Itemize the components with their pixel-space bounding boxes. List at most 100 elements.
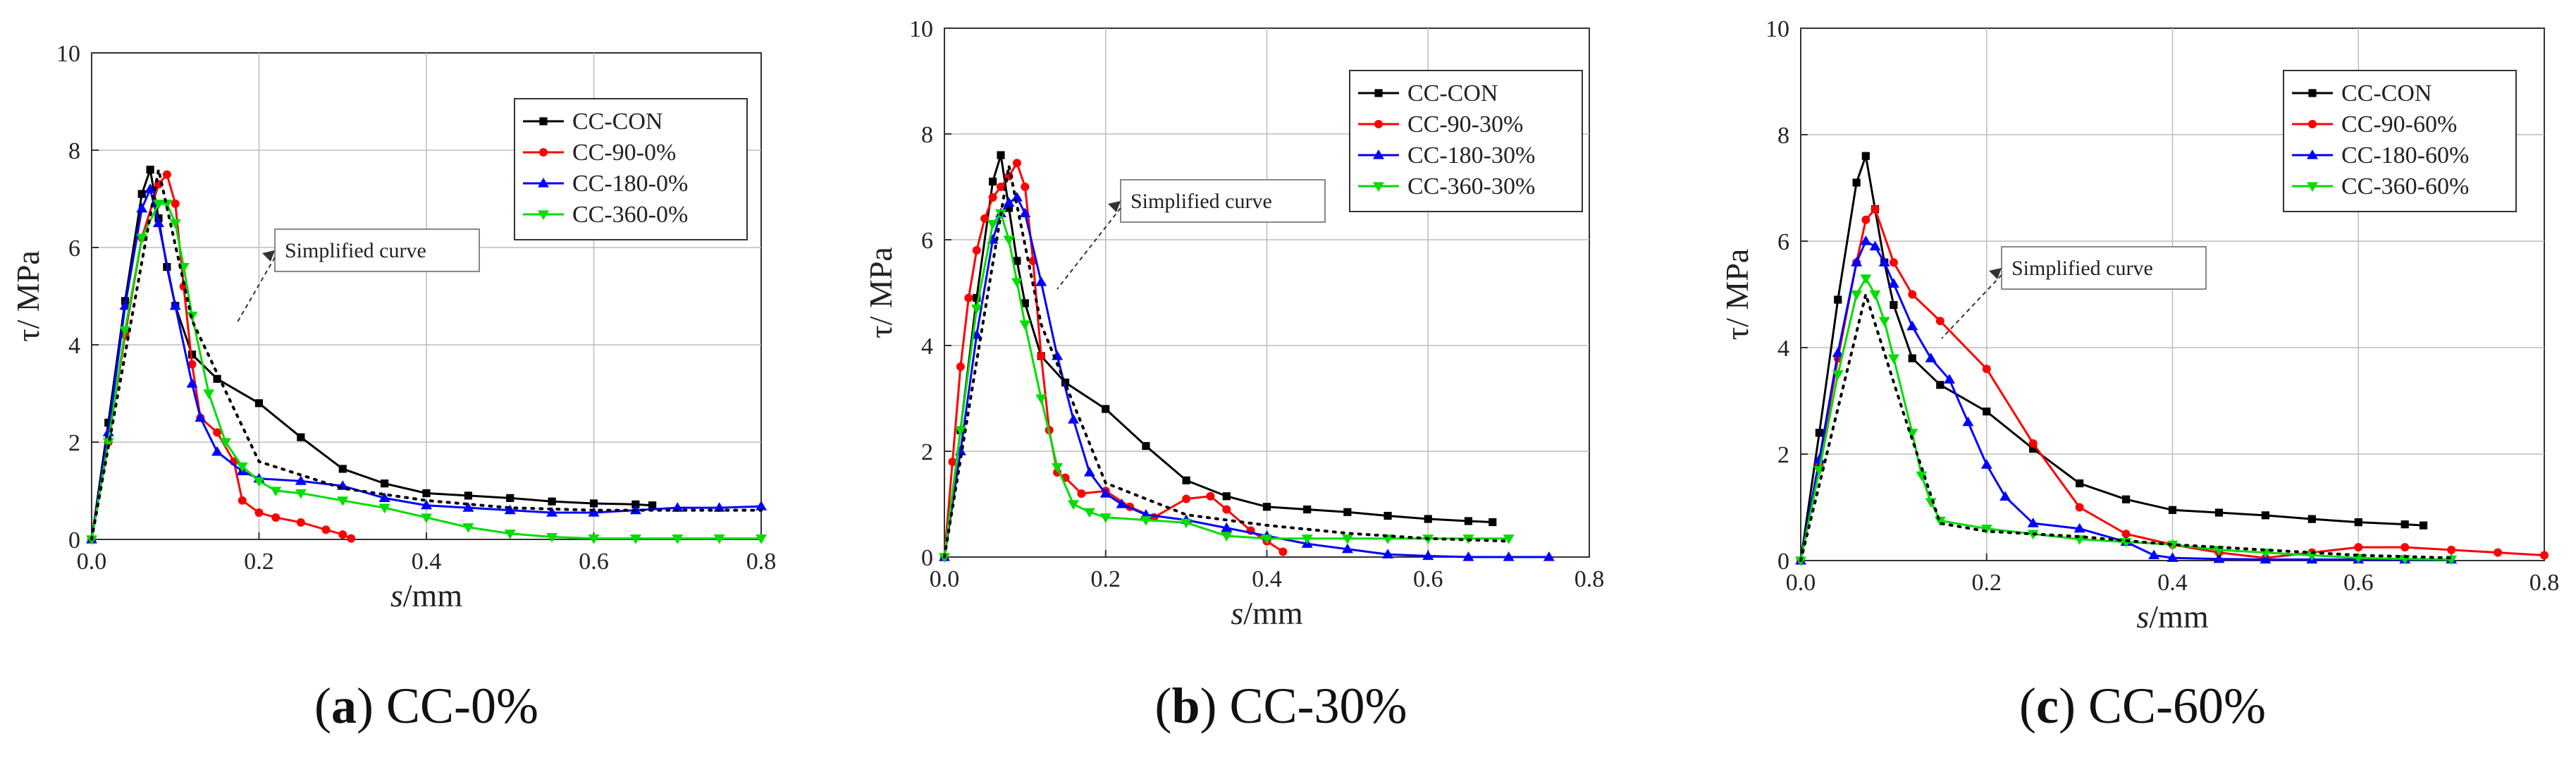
annotation-arrow-c	[1941, 274, 2002, 339]
legend-b: CC-CON CC-90-30% CC-180-30% CC-360-30%	[1349, 70, 1583, 212]
y-tick-label-a: 10	[56, 41, 80, 67]
data-point-b-3	[1301, 534, 1313, 544]
data-point-a-1	[213, 428, 222, 437]
data-point-a-3	[546, 532, 558, 543]
legend-marker-c-0	[2308, 89, 2317, 97]
data-point-b-3	[1068, 500, 1079, 510]
data-point-c-1	[2028, 439, 2038, 448]
data-point-a-3	[153, 200, 164, 209]
data-point-a-0	[464, 491, 472, 500]
data-point-a-0	[338, 465, 347, 473]
data-point-a-0	[146, 166, 154, 174]
data-point-a-1	[254, 508, 264, 518]
panel-c: 0.0 0.2 0.4 0.6 0.8 0 2 4 6 8 10 s/mm τ/ MPa CC-CON CC…	[1709, 0, 2576, 758]
data-point-a-3	[629, 534, 641, 544]
data-point-a-1	[296, 518, 305, 527]
x-tick-label-a: 0.6	[579, 549, 609, 575]
data-point-b-1	[1021, 183, 1030, 191]
data-point-a-3	[236, 462, 248, 472]
data-point-b-2	[1382, 549, 1394, 558]
data-point-c-3	[1980, 525, 1992, 534]
y-tick-label-a: 0	[68, 527, 80, 554]
legend-label-b-1: CC-90-30%	[1407, 111, 1523, 137]
y-tick-label-b: 2	[921, 439, 933, 465]
data-point-b-1	[1206, 491, 1215, 501]
data-point-b-1	[964, 293, 973, 302]
data-point-a-2	[211, 446, 223, 456]
data-point-a-3	[253, 477, 265, 487]
legend-marker-b-3	[1373, 182, 1384, 192]
annotation-b: Simplified curve	[1056, 179, 1326, 290]
data-point-b-1	[1012, 159, 1021, 168]
data-point-c-0	[1815, 429, 1823, 437]
annotation-arrowhead-b	[1108, 201, 1121, 212]
annotation-arrow-b	[1056, 207, 1121, 290]
data-point-a-0	[422, 489, 431, 498]
y-tick-label-a: 4	[68, 333, 80, 359]
caption-label-b: b	[1171, 678, 1200, 734]
data-point-c-1	[2447, 545, 2456, 554]
data-point-a-0	[254, 399, 264, 408]
data-point-a-0	[648, 501, 657, 510]
data-point-c-0	[1834, 295, 1842, 304]
annotation-arrow-a	[235, 257, 276, 325]
caption-b: (b) CC-30%	[1154, 678, 1407, 734]
data-point-b-0	[1061, 378, 1070, 387]
data-point-c-2	[1906, 320, 1918, 331]
data-point-c-1	[1861, 215, 1871, 224]
legend-marker-a-2	[538, 178, 549, 188]
series-a-4	[90, 169, 763, 541]
data-point-c-0	[2076, 479, 2084, 488]
data-point-a-2	[588, 507, 600, 517]
data-point-b-1	[997, 183, 1006, 191]
y-tick-label-b: 6	[921, 228, 933, 254]
data-point-b-2	[1003, 197, 1015, 207]
y-axis-label-a: τ/ MPa	[10, 250, 46, 342]
caption-text-b: CC-30%	[1229, 678, 1407, 734]
data-point-a-2	[295, 475, 307, 485]
y-axis-label-c: τ/ MPa	[1719, 249, 1755, 341]
x-tick-label-b: 0.4	[1252, 566, 1282, 592]
legend-label-a-2: CC-180-0%	[572, 171, 688, 197]
data-point-a-1	[162, 170, 171, 179]
data-point-a-3	[102, 438, 114, 448]
data-point-c-1	[2494, 548, 2503, 557]
data-point-b-1	[1077, 489, 1086, 498]
data-point-a-2	[186, 378, 198, 388]
data-point-b-0	[1102, 405, 1110, 413]
data-point-b-1	[1278, 547, 1288, 556]
data-point-a-3	[270, 487, 282, 496]
data-point-a-1	[338, 530, 347, 539]
x-tick-label-b: 0.8	[1574, 566, 1605, 592]
data-point-a-0	[506, 494, 514, 502]
data-point-b-3	[1341, 534, 1353, 544]
data-point-a-0	[297, 433, 305, 441]
series-a-3	[86, 200, 767, 545]
data-point-b-3	[1140, 515, 1152, 526]
data-point-a-2	[169, 300, 181, 310]
data-point-c-2	[1999, 491, 2011, 501]
caption-text-a: CC-0%	[386, 678, 538, 734]
annotation-text-b: Simplified curve	[1130, 190, 1272, 213]
data-point-a-1	[347, 534, 356, 543]
data-point-a-3	[119, 326, 131, 336]
data-point-c-2	[1980, 459, 1992, 469]
data-point-a-3	[220, 438, 231, 448]
data-point-c-0	[1983, 408, 1991, 416]
data-point-a-3	[295, 489, 307, 499]
legend-marker-c-2	[2307, 149, 2318, 159]
data-point-c-0	[2214, 508, 2224, 517]
data-point-a-2	[136, 202, 148, 213]
data-point-a-1	[187, 360, 197, 369]
data-point-a-3	[588, 534, 600, 544]
data-point-b-0	[1021, 299, 1029, 307]
x-axis-label-b: s/mm	[1231, 595, 1302, 631]
data-point-c-0	[1861, 152, 1870, 160]
y-tick-label-c: 4	[1777, 336, 1789, 362]
data-point-c-1	[1908, 290, 1917, 299]
legend-marker-b-2	[1373, 149, 1384, 159]
data-point-b-2	[1011, 192, 1023, 202]
y-tick-label-a: 8	[68, 138, 80, 164]
